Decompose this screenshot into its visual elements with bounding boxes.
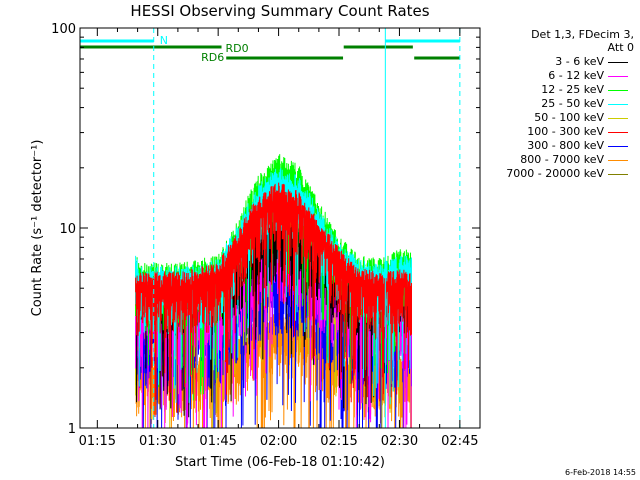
legend-item: 800 - 7000 keV: [478, 153, 634, 167]
annotation-label: RD0: [226, 42, 249, 55]
x-tick-label: 02:00: [260, 434, 297, 449]
legend-swatch: [608, 132, 628, 133]
y-axis-label: Count Rate (s⁻¹ detector⁻¹): [30, 140, 45, 317]
legend-header-line: Det 1,3, FDecim 3,: [531, 28, 634, 41]
x-tick-label: 02:15: [320, 434, 357, 449]
legend-header-line: Att 0: [607, 41, 634, 54]
legend-swatch: [608, 90, 628, 91]
legend-label: 800 - 7000 keV: [520, 153, 604, 166]
x-axis-label: Start Time (06-Feb-18 01:10:42): [175, 455, 385, 470]
legend-swatch: [608, 104, 628, 105]
y-tick-label: 1: [68, 422, 76, 437]
x-tick-label: 01:15: [79, 434, 116, 449]
series-line: [135, 182, 412, 418]
y-tick-label: 10: [59, 222, 76, 237]
annotation-label: RD6: [201, 51, 224, 64]
x-tick-label: 01:45: [199, 434, 236, 449]
legend-swatch: [608, 174, 628, 175]
legend-header: Det 1,3, FDecim 3, Att 0: [478, 28, 634, 54]
annotation-label: N: [160, 34, 168, 47]
legend-item: 25 - 50 keV: [478, 97, 634, 111]
legend-item: 6 - 12 keV: [478, 69, 634, 83]
footer-timestamp: 6-Feb-2018 14:55: [565, 468, 636, 477]
legend-label: 12 - 25 keV: [541, 83, 604, 96]
legend-swatch: [608, 118, 628, 119]
legend-label: 6 - 12 keV: [548, 69, 604, 82]
legend-label: 300 - 800 keV: [527, 139, 604, 152]
axes: 1 10 100 01:15 01:30 01:45 02:00 02:15 02:30 02:4…: [51, 22, 481, 449]
legend-label: 100 - 300 keV: [527, 125, 604, 138]
y-tick-label: 100: [51, 22, 76, 37]
legend-item: 3 - 6 keV: [478, 55, 634, 69]
legend-item: 100 - 300 keV: [478, 125, 634, 139]
legend-swatch: [608, 62, 628, 63]
legend-swatch: [608, 146, 628, 147]
vertical-markers: [153, 28, 461, 428]
series-traces: [135, 154, 412, 429]
legend-item: 12 - 25 keV: [478, 83, 634, 97]
legend-label: 50 - 100 keV: [534, 111, 604, 124]
x-tick-label: 01:30: [139, 434, 176, 449]
legend-swatch: [608, 160, 628, 161]
chart-title: HESSI Observing Summary Count Rates: [130, 2, 430, 20]
legend-item: 300 - 800 keV: [478, 139, 634, 153]
legend-item: 50 - 100 keV: [478, 111, 634, 125]
legend-item: 7000 - 20000 keV: [478, 167, 634, 181]
x-tick-label: 02:30: [381, 434, 418, 449]
legend-label: 7000 - 20000 keV: [506, 167, 604, 180]
legend-swatch: [608, 76, 628, 77]
legend-label: 25 - 50 keV: [541, 97, 604, 110]
legend-label: 3 - 6 keV: [555, 55, 604, 68]
x-tick-label: 02:45: [441, 434, 478, 449]
legend: Det 1,3, FDecim 3, Att 0 3 - 6 keV 6 - 12…: [478, 28, 634, 181]
